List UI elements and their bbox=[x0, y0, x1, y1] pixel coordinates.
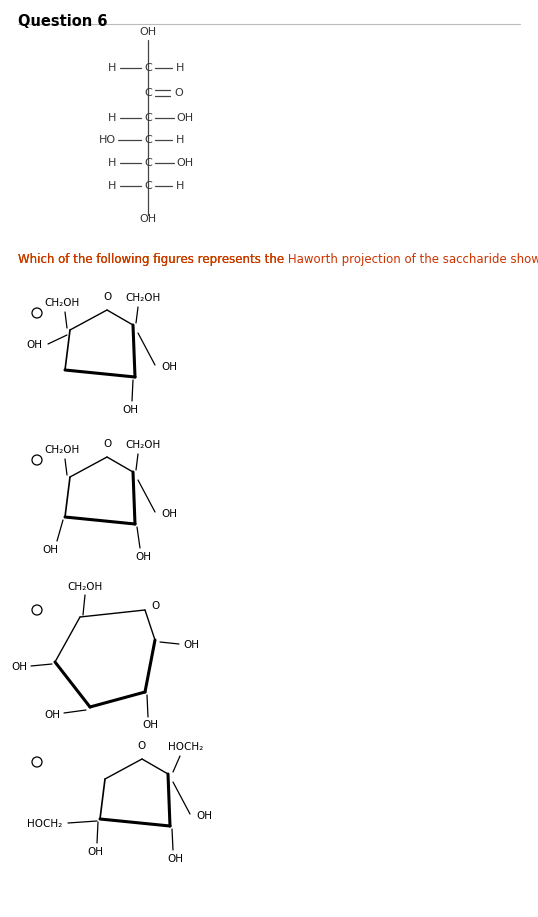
Text: OH: OH bbox=[26, 340, 42, 350]
Text: O: O bbox=[103, 292, 111, 302]
Text: OH: OH bbox=[135, 552, 151, 562]
Text: H: H bbox=[108, 63, 116, 73]
Text: C: C bbox=[144, 135, 152, 145]
Text: C: C bbox=[144, 113, 152, 123]
Text: H: H bbox=[176, 63, 185, 73]
Text: OH: OH bbox=[161, 362, 177, 372]
Text: OH: OH bbox=[142, 720, 158, 730]
Text: HOCH₂: HOCH₂ bbox=[27, 819, 62, 829]
Text: H: H bbox=[108, 113, 116, 123]
Text: O: O bbox=[151, 601, 159, 611]
Text: OH: OH bbox=[122, 405, 138, 415]
Text: OH: OH bbox=[42, 545, 58, 555]
Text: O: O bbox=[174, 88, 183, 98]
Text: CH₂OH: CH₂OH bbox=[44, 298, 80, 308]
Text: H: H bbox=[108, 181, 116, 191]
Text: C: C bbox=[144, 63, 152, 73]
Text: CH₂OH: CH₂OH bbox=[125, 293, 161, 303]
Text: Which of the following figures represents the Haworth projection of the sacchari: Which of the following figures represent… bbox=[18, 253, 538, 266]
Text: HOCH₂: HOCH₂ bbox=[168, 742, 203, 752]
Text: CH₂OH: CH₂OH bbox=[44, 445, 80, 455]
Text: OH: OH bbox=[139, 214, 157, 224]
Text: O: O bbox=[103, 439, 111, 449]
Text: Which of the following figures represents the: Which of the following figures represent… bbox=[18, 253, 288, 266]
Text: Question 6: Question 6 bbox=[18, 14, 108, 29]
Text: H: H bbox=[176, 181, 185, 191]
Text: Which of the following figures represents the: Which of the following figures represent… bbox=[18, 253, 288, 266]
Text: OH: OH bbox=[196, 811, 212, 821]
Text: C: C bbox=[144, 158, 152, 168]
Text: OH: OH bbox=[183, 640, 199, 650]
Text: OH: OH bbox=[167, 854, 183, 864]
Text: OH: OH bbox=[44, 710, 60, 720]
Text: OH: OH bbox=[87, 847, 103, 857]
Text: CH₂OH: CH₂OH bbox=[125, 440, 161, 450]
Text: C: C bbox=[144, 181, 152, 191]
Text: OH: OH bbox=[176, 113, 193, 123]
Text: OH: OH bbox=[176, 158, 193, 168]
Text: H: H bbox=[108, 158, 116, 168]
Text: C: C bbox=[144, 88, 152, 98]
Text: CH₂OH: CH₂OH bbox=[67, 582, 103, 592]
Text: OH: OH bbox=[139, 27, 157, 37]
Text: HO: HO bbox=[99, 135, 116, 145]
Text: OH: OH bbox=[161, 509, 177, 519]
Text: H: H bbox=[176, 135, 185, 145]
Text: O: O bbox=[138, 741, 146, 751]
Text: OH: OH bbox=[11, 662, 27, 672]
